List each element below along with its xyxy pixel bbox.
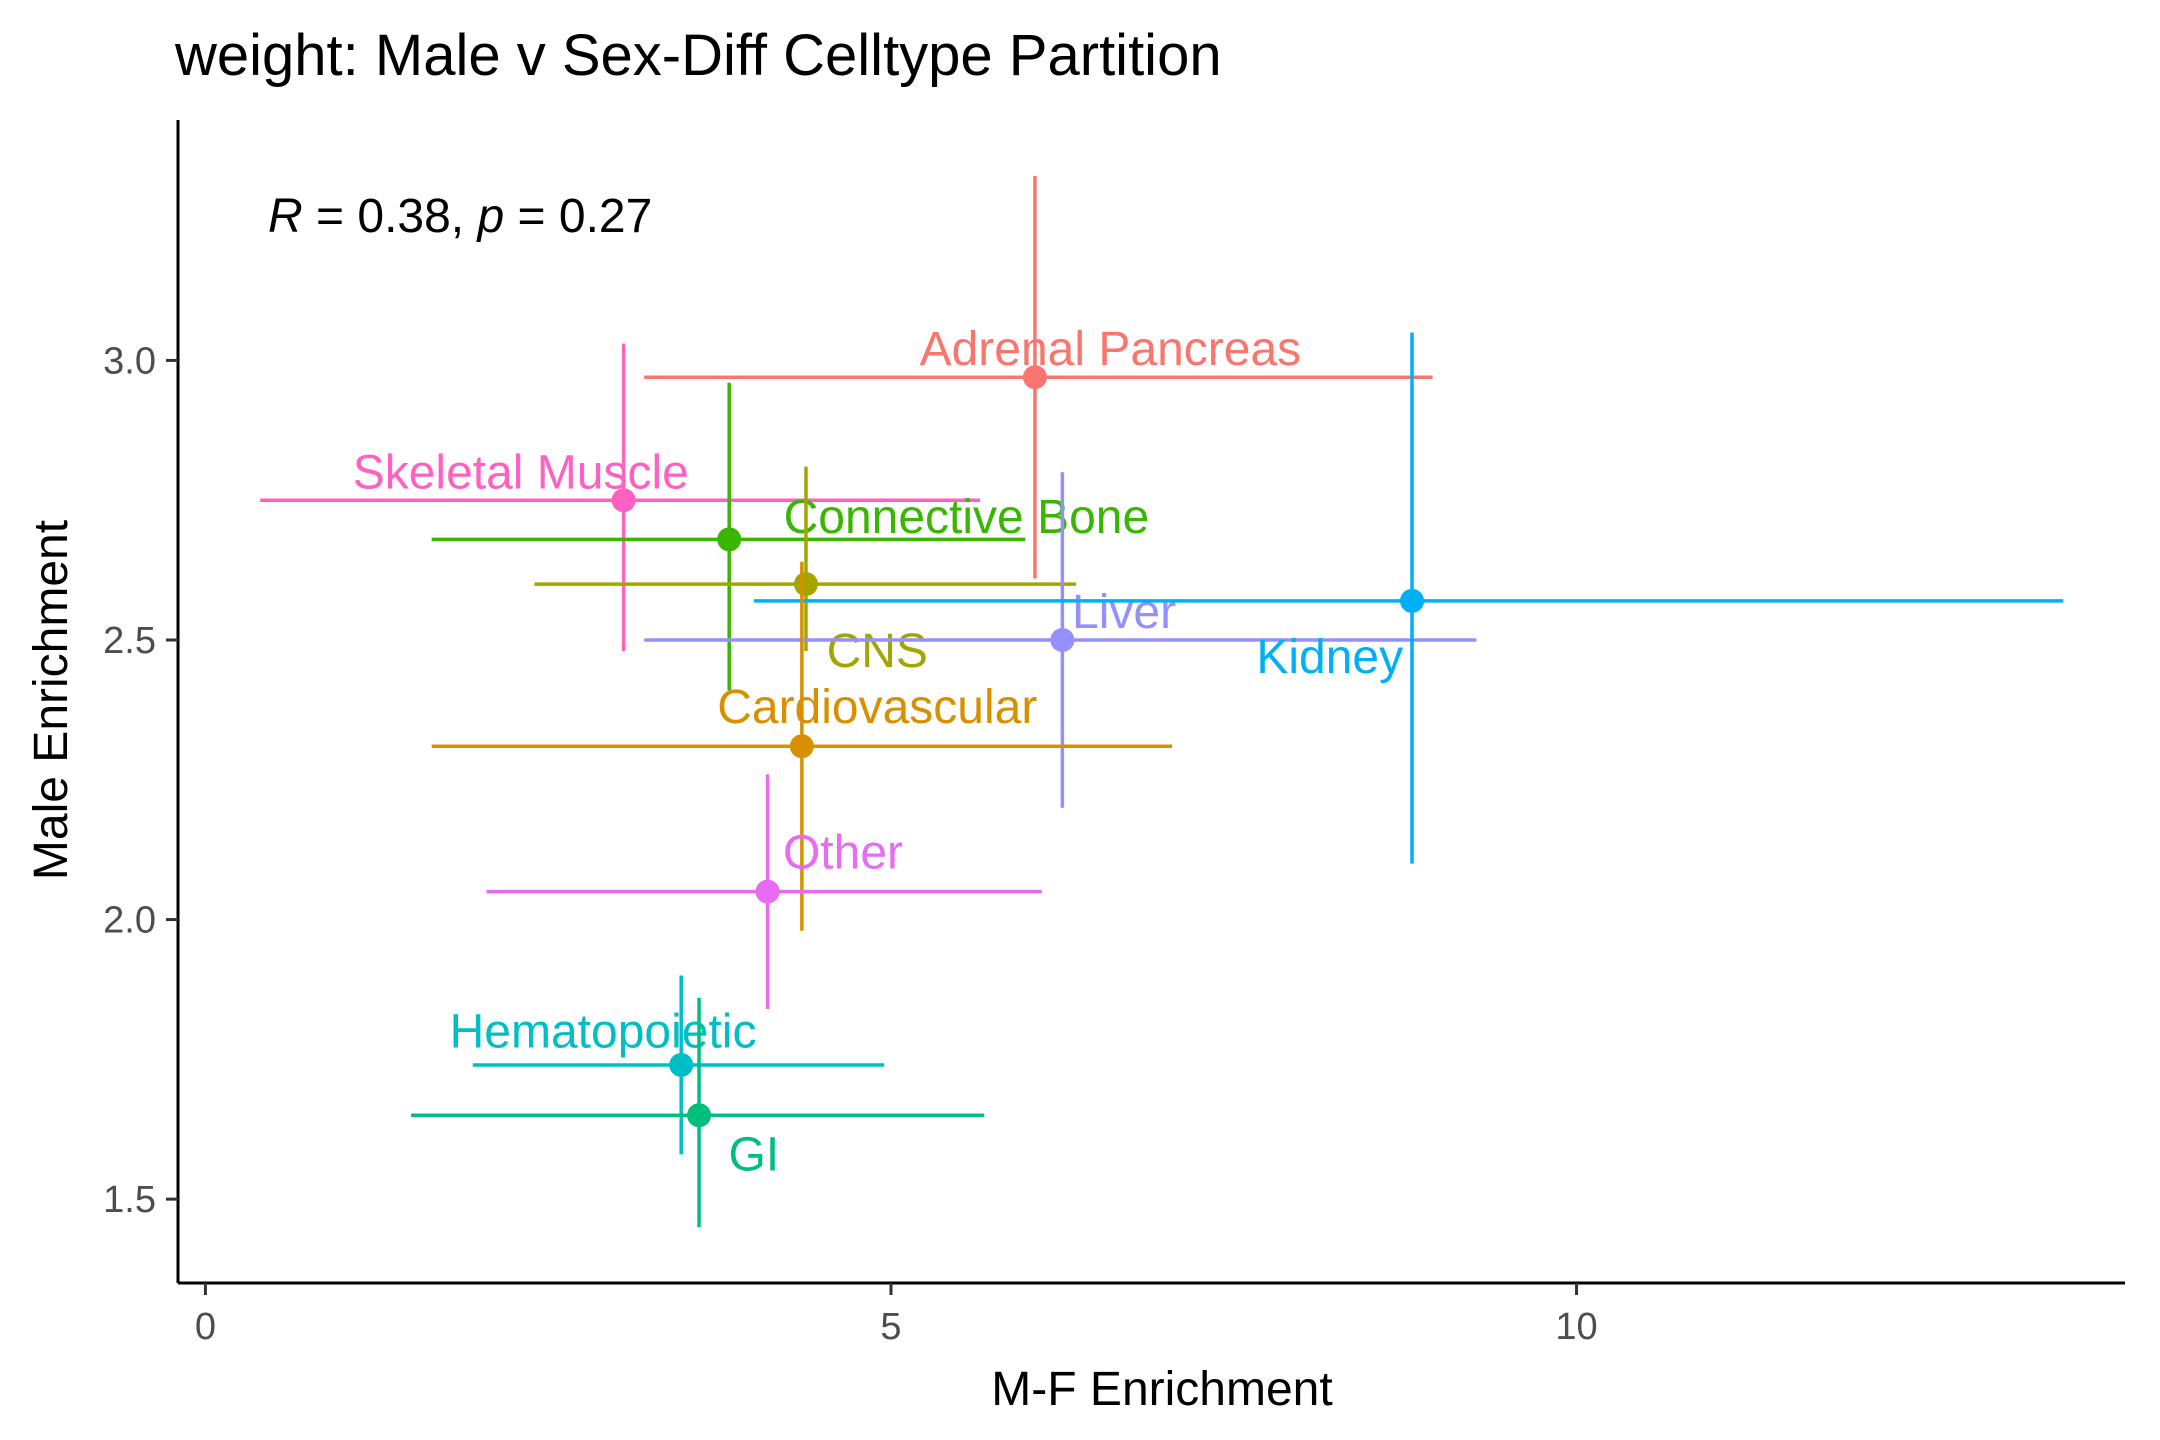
data-point-group-cardiovascular: Cardiovascular <box>431 561 1173 931</box>
data-point-cardiovascular <box>789 734 814 759</box>
data-point-group-cns: CNS <box>534 466 1077 678</box>
point-label-gi: GI <box>729 1128 780 1181</box>
data-point-group-gi: GI <box>411 997 985 1228</box>
point-label-kidney: Kidney <box>1256 631 1403 684</box>
y-axis-title: Male Enrichment <box>25 520 78 880</box>
point-label-other: Other <box>783 826 903 879</box>
data-point-group-other: Other <box>486 774 1042 1010</box>
data-point-adrenal-pancreas <box>1022 365 1047 390</box>
x-axis-ticks: 0 5 10 <box>195 1283 1598 1348</box>
data-point-cns <box>793 572 818 597</box>
data-point-liver <box>1050 627 1075 652</box>
data-point-hematopoietic <box>669 1052 694 1077</box>
point-label-adrenal-pancreas: Adrenal Pancreas <box>920 323 1302 376</box>
r-symbol: R <box>268 190 303 243</box>
data-point-group-kidney: Kidney <box>753 332 2064 864</box>
point-label-skeletal-muscle: Skeletal Muscle <box>353 446 689 499</box>
plot-area: Adrenal Pancreas Skeletal Muscle Connectiv… <box>260 175 2064 1228</box>
data-point-group-adrenal-pancreas: Adrenal Pancreas <box>644 175 1433 579</box>
p-symbol: p <box>475 190 504 243</box>
data-point-group-hematopoietic: Hematopoietic <box>450 975 885 1155</box>
y-tick-label: 3.0 <box>103 340 156 382</box>
x-tick-label: 10 <box>1555 1306 1597 1348</box>
point-label-cns: CNS <box>827 625 928 678</box>
point-label-liver: Liver <box>1072 586 1176 639</box>
data-point-group-skeletal-muscle: Skeletal Muscle <box>260 343 981 652</box>
y-tick-label: 2.5 <box>103 620 156 662</box>
data-point-group-connective-bone: Connective Bone <box>431 382 1150 691</box>
data-point-other <box>755 879 780 904</box>
x-tick-label: 0 <box>195 1306 216 1348</box>
chart-title: weight: Male v Sex-Diff Celltype Partiti… <box>174 23 1222 88</box>
data-point-skeletal-muscle <box>611 488 636 513</box>
data-point-gi <box>687 1103 712 1128</box>
data-point-kidney <box>1400 588 1425 613</box>
r-value-text: = 0.38, <box>303 190 478 243</box>
point-label-hematopoietic: Hematopoietic <box>450 1005 757 1058</box>
point-label-connective-bone: Connective Bone <box>784 491 1150 544</box>
y-axis-ticks: 1.5 2.0 2.5 3.0 <box>103 340 178 1221</box>
x-tick-label: 5 <box>880 1306 901 1348</box>
y-tick-label: 2.0 <box>103 900 156 942</box>
data-point-group-liver: Liver <box>644 472 1477 808</box>
p-value-text: = 0.27 <box>504 190 652 243</box>
correlation-annotation: R = 0.38, p = 0.27 <box>268 190 652 243</box>
point-label-cardiovascular: Cardiovascular <box>717 681 1037 734</box>
x-axis-title: M-F Enrichment <box>991 1363 1332 1416</box>
y-tick-label: 1.5 <box>103 1179 156 1221</box>
data-point-connective-bone <box>717 527 742 552</box>
